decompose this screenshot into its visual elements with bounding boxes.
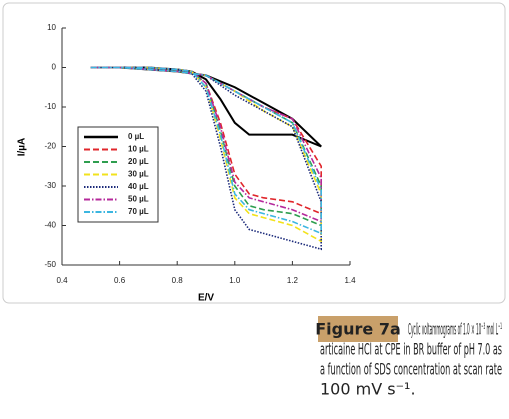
x-tick-label: 0.4 [56, 276, 68, 285]
y-tick-label: -50 [44, 260, 56, 269]
x-axis-label: E/V [198, 293, 214, 304]
y-tick-label: 0 [52, 63, 57, 72]
caption-line: 100 mV s⁻¹. [320, 380, 416, 399]
caption-line: articaine HCl at CPE in BR buffer of pH … [320, 340, 502, 359]
y-tick-label: -10 [44, 102, 56, 111]
y-tick-label: -30 [44, 181, 56, 190]
x-tick-label: 0.6 [114, 276, 126, 285]
legend-label: 70 µL [128, 207, 149, 216]
x-tick-label: 1.4 [344, 276, 356, 285]
legend-label: 50 µL [128, 195, 149, 204]
x-tick-label: 1.0 [229, 276, 241, 285]
legend-label: 20 µL [128, 157, 149, 166]
y-tick-label: 10 [47, 23, 56, 32]
caption-line: a function of SDS concentration at scan … [320, 360, 502, 379]
legend-label: 10 µL [128, 145, 149, 154]
series-line [90, 66, 322, 235]
legend-box [77, 126, 159, 223]
x-tick-label: 1.2 [287, 276, 299, 285]
chart-frame [2, 2, 506, 304]
legend-label: 30 µL [128, 170, 149, 179]
legend-label: 40 µL [128, 182, 149, 191]
y-axis-label: I/µA [17, 138, 28, 157]
figure-label-box [318, 316, 398, 342]
caption-line: Cyclic voltammograms of 1.0 × 10⁻³ mol L… [408, 320, 502, 339]
legend-label: 0 µL [128, 132, 144, 141]
y-tick-label: -20 [44, 142, 56, 151]
x-tick-label: 0.8 [172, 276, 184, 285]
figure-label: Figure 7a [315, 320, 401, 339]
y-tick-label: -40 [44, 221, 56, 230]
